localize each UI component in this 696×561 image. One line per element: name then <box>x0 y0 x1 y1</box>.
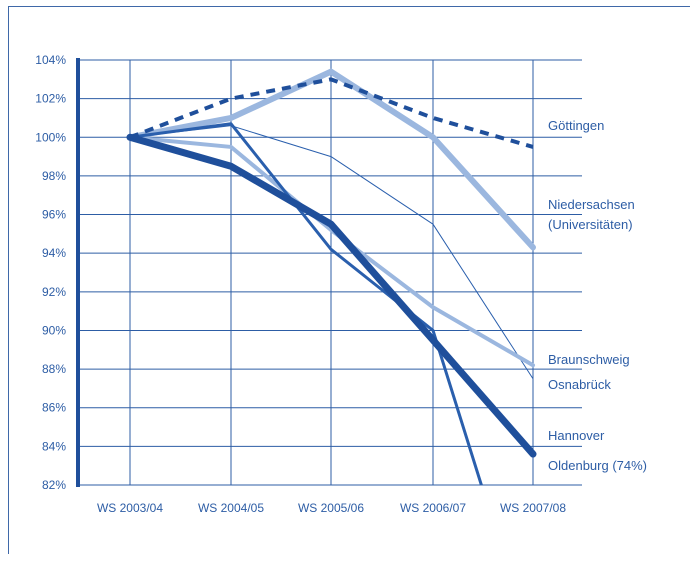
series-label: Hannover <box>548 428 605 443</box>
chart-frame <box>8 6 690 554</box>
y-tick-label: 88% <box>42 362 66 376</box>
y-tick-label: 100% <box>35 130 66 144</box>
series-line-1 <box>127 68 536 251</box>
series-label: Niedersachsen <box>548 197 635 212</box>
y-tick-label: 104% <box>35 53 66 67</box>
y-tick-label: 84% <box>42 439 66 453</box>
x-tick-label: WS 2003/04 <box>97 501 163 515</box>
y-tick-label: 82% <box>42 478 66 492</box>
series-label: (Universitäten) <box>548 217 633 232</box>
y-tick-label: 92% <box>42 285 66 299</box>
y-tick-label: 86% <box>42 401 66 415</box>
y-tick-label: 96% <box>42 208 66 222</box>
x-tick-label: WS 2007/08 <box>500 501 566 515</box>
series-label: Braunschweig <box>548 352 630 367</box>
y-tick-label: 98% <box>42 169 66 183</box>
series-line-4 <box>126 133 537 458</box>
y-tick-label: 94% <box>42 246 66 260</box>
series-label: Göttingen <box>548 118 604 133</box>
series-label: Oldenburg (74%) <box>548 458 647 473</box>
series-line-2 <box>128 135 535 368</box>
series-label: Osnabrück <box>548 377 611 392</box>
series-line-5 <box>128 122 483 485</box>
x-tick-label: WS 2005/06 <box>298 501 364 515</box>
x-tick-label: WS 2006/07 <box>400 501 466 515</box>
y-tick-label: 90% <box>42 323 66 337</box>
x-tick-label: WS 2004/05 <box>198 501 264 515</box>
series-line-0 <box>129 77 534 149</box>
y-tick-label: 102% <box>35 92 66 106</box>
